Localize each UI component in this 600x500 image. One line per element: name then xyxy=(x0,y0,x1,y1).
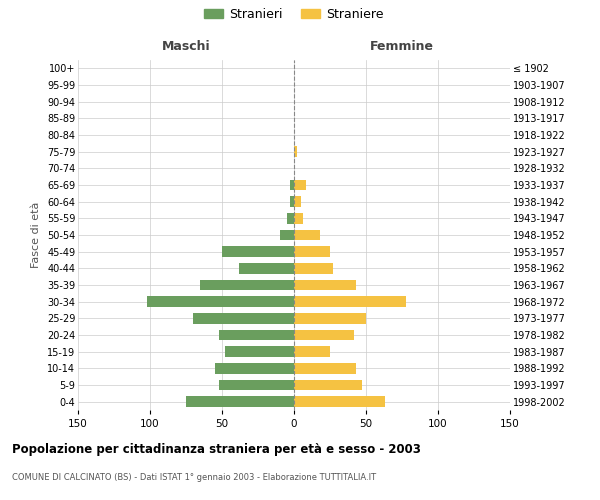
Text: COMUNE DI CALCINATO (BS) - Dati ISTAT 1° gennaio 2003 - Elaborazione TUTTITALIA.: COMUNE DI CALCINATO (BS) - Dati ISTAT 1°… xyxy=(12,472,376,482)
Bar xyxy=(294,313,366,324)
Bar xyxy=(294,246,330,257)
Legend: Stranieri, Straniere: Stranieri, Straniere xyxy=(199,3,389,26)
Bar xyxy=(294,263,333,274)
Bar xyxy=(294,196,301,207)
Bar xyxy=(294,180,305,190)
Text: Popolazione per cittadinanza straniera per età e sesso - 2003: Popolazione per cittadinanza straniera p… xyxy=(12,442,421,456)
Bar xyxy=(290,196,294,207)
Bar xyxy=(193,313,294,324)
Bar xyxy=(294,346,330,357)
Bar xyxy=(219,380,294,390)
Bar xyxy=(294,296,406,307)
Text: Femmine: Femmine xyxy=(370,40,434,54)
Y-axis label: Fasce di età: Fasce di età xyxy=(31,202,41,268)
Bar xyxy=(287,213,294,224)
Bar xyxy=(280,230,294,240)
Bar xyxy=(219,330,294,340)
Bar xyxy=(294,213,302,224)
Bar xyxy=(222,246,294,257)
Bar xyxy=(147,296,294,307)
Bar xyxy=(294,380,362,390)
Bar xyxy=(215,363,294,374)
Bar xyxy=(200,280,294,290)
Bar xyxy=(294,280,356,290)
Text: Maschi: Maschi xyxy=(161,40,211,54)
Bar xyxy=(294,396,385,407)
Bar xyxy=(290,180,294,190)
Bar xyxy=(225,346,294,357)
Bar xyxy=(294,146,297,157)
Bar xyxy=(186,396,294,407)
Bar xyxy=(294,363,356,374)
Bar xyxy=(294,230,320,240)
Bar xyxy=(294,330,355,340)
Bar xyxy=(239,263,294,274)
